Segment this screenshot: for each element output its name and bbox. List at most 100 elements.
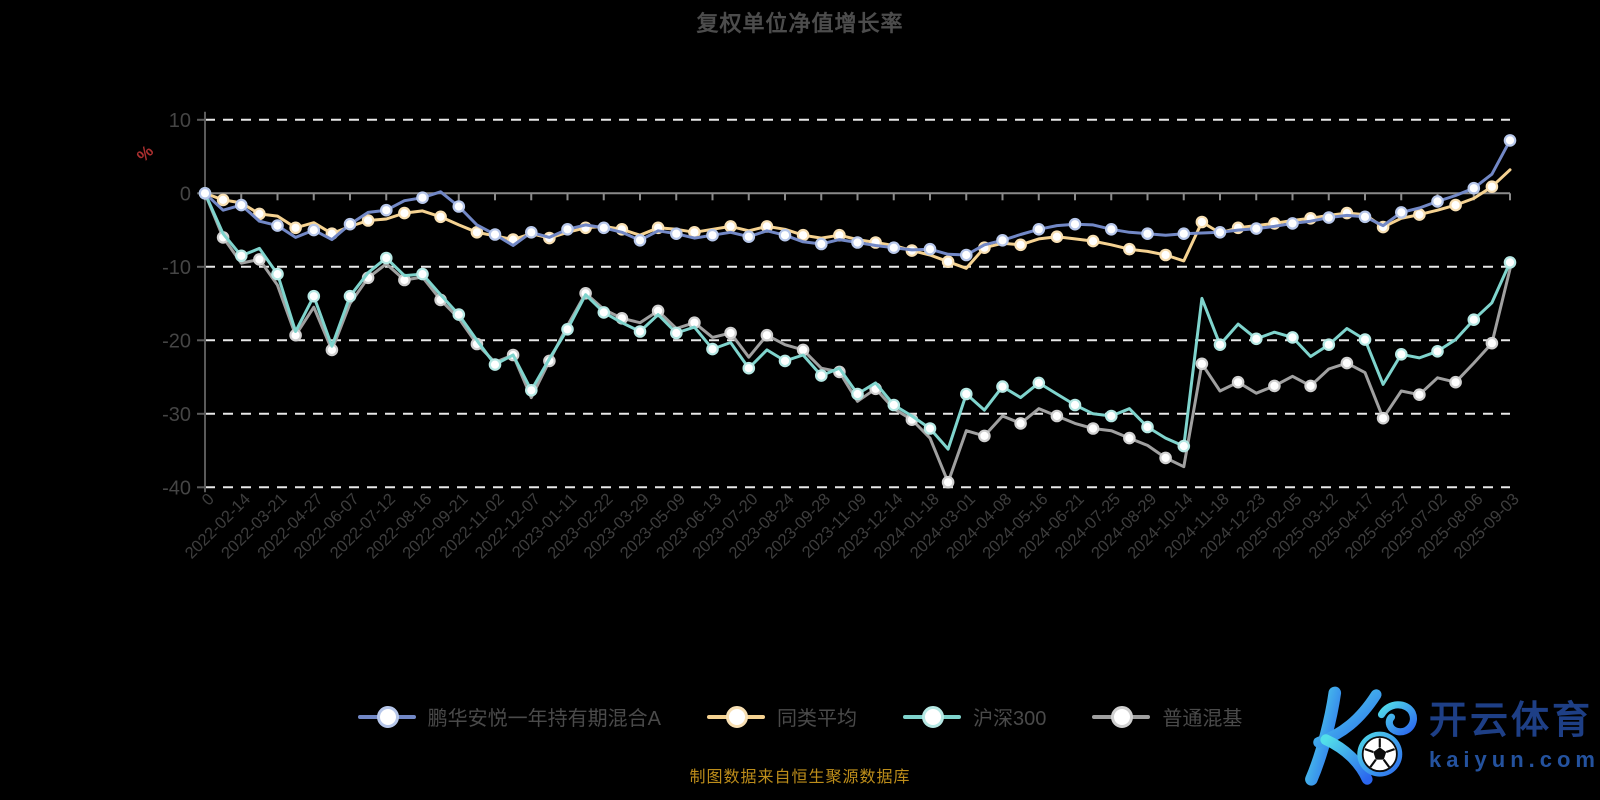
series-marker-0 bbox=[561, 223, 574, 236]
series-marker-2 bbox=[706, 342, 719, 356]
legend-label-fund: 鹏华安悦一年持有期混合A bbox=[427, 708, 661, 730]
series-marker-3 bbox=[1123, 431, 1136, 445]
brand-name-cn: 开云体育 bbox=[1428, 700, 1593, 743]
series-marker-0 bbox=[488, 228, 502, 241]
series-marker-0 bbox=[235, 198, 248, 212]
legend-item-csi300[interactable]: 沪深300 bbox=[902, 702, 1046, 731]
series-marker-1 bbox=[1159, 248, 1172, 262]
series-marker-0 bbox=[1177, 227, 1191, 240]
series-marker-1 bbox=[216, 193, 230, 207]
series-marker-2 bbox=[1250, 332, 1263, 346]
series-marker-3 bbox=[1195, 357, 1209, 371]
series-marker-2 bbox=[887, 398, 901, 412]
series-marker-1 bbox=[796, 228, 810, 242]
x-axis-label: 0 bbox=[199, 490, 218, 509]
series-marker-0 bbox=[706, 228, 719, 242]
series-marker-1 bbox=[1485, 180, 1499, 193]
series-marker-0 bbox=[416, 191, 429, 204]
y-axis-label: -30 bbox=[162, 404, 191, 426]
series-marker-0 bbox=[887, 241, 901, 254]
series-marker-2 bbox=[343, 289, 357, 303]
series-marker-1 bbox=[1195, 215, 1209, 229]
series-marker-0 bbox=[1141, 227, 1154, 240]
series-marker-0 bbox=[996, 234, 1009, 247]
series-marker-3 bbox=[1304, 379, 1317, 393]
series-marker-3 bbox=[1050, 409, 1064, 423]
legend-marker-mixed-funds-icon bbox=[1092, 705, 1151, 729]
series-marker-2 bbox=[1105, 409, 1118, 423]
series-marker-3 bbox=[760, 328, 774, 342]
series-marker-2 bbox=[271, 267, 284, 281]
series-marker-0 bbox=[1358, 210, 1372, 224]
series-marker-1 bbox=[1086, 234, 1100, 248]
series-marker-0 bbox=[669, 227, 683, 240]
series-marker-2 bbox=[1177, 439, 1191, 453]
series-marker-0 bbox=[1286, 217, 1299, 230]
series-marker-1 bbox=[434, 210, 447, 224]
series-marker-0 bbox=[307, 223, 321, 237]
data-source-caption: 制图数据来自恒生聚源数据库 bbox=[689, 769, 911, 786]
series-marker-2 bbox=[1467, 313, 1481, 326]
series-marker-3 bbox=[253, 253, 266, 266]
series-marker-0 bbox=[1467, 181, 1481, 195]
legend-marker-fund-icon bbox=[357, 705, 416, 729]
series-marker-2 bbox=[524, 383, 538, 397]
series-marker-3 bbox=[1376, 411, 1390, 425]
series-marker-0 bbox=[851, 236, 864, 249]
series-marker-2 bbox=[1395, 347, 1408, 361]
series-marker-2 bbox=[1141, 420, 1154, 434]
y-axis-label: -40 bbox=[162, 477, 191, 499]
legend-item-mixed-funds[interactable]: 普通混基 bbox=[1092, 702, 1242, 731]
series-marker-0 bbox=[923, 242, 937, 256]
series-marker-2 bbox=[633, 325, 647, 338]
y-axis-label: 10 bbox=[169, 110, 191, 132]
series-marker-3 bbox=[1413, 388, 1426, 401]
series-marker-2 bbox=[379, 251, 393, 265]
series-marker-2 bbox=[1322, 338, 1336, 351]
series-marker-2 bbox=[307, 289, 321, 303]
series-marker-0 bbox=[1105, 223, 1118, 236]
series-marker-1 bbox=[941, 255, 955, 268]
series-marker-3 bbox=[1014, 417, 1027, 430]
series-marker-0 bbox=[1213, 226, 1227, 239]
series-marker-2 bbox=[669, 326, 683, 340]
series-marker-3 bbox=[1086, 422, 1100, 435]
kaiyun-watermark: 开云体育 kaiyun.com bbox=[1288, 676, 1600, 798]
series-marker-0 bbox=[778, 228, 792, 242]
series-marker-3 bbox=[1340, 356, 1354, 370]
series-marker-1 bbox=[289, 221, 302, 235]
kaiyun-logo-icon bbox=[1305, 686, 1417, 786]
y-axis-label: -20 bbox=[162, 330, 191, 352]
legend-item-peer-average[interactable]: 同类平均 bbox=[706, 702, 857, 731]
series-marker-0 bbox=[1250, 222, 1263, 235]
series-line-2 bbox=[203, 191, 1512, 451]
series-marker-2 bbox=[488, 358, 502, 371]
legend-marker-peer-average-icon bbox=[706, 705, 765, 729]
series-marker-2 bbox=[416, 267, 429, 281]
legend-item-fund[interactable]: 鹏华安悦一年持有期混合A bbox=[357, 702, 661, 731]
series-marker-3 bbox=[978, 429, 991, 443]
series-marker-2 bbox=[851, 387, 864, 401]
series-marker-2 bbox=[235, 249, 248, 263]
legend-marker-csi300-icon bbox=[902, 705, 961, 729]
series-marker-2 bbox=[742, 361, 756, 375]
series-marker-0 bbox=[1431, 195, 1444, 208]
series-marker-0 bbox=[271, 219, 284, 232]
brand-domain: kaiyun.com bbox=[1428, 746, 1600, 772]
series-marker-1 bbox=[724, 220, 737, 233]
series-marker-0 bbox=[1395, 206, 1408, 219]
series-marker-1 bbox=[253, 207, 266, 221]
chart-legend: 鹏华安悦一年持有期混合A 同类平均 沪深300 普通混基 bbox=[0, 702, 1600, 731]
series-marker-1 bbox=[1413, 208, 1426, 221]
series-marker-0 bbox=[959, 248, 973, 262]
series-marker-0 bbox=[452, 200, 466, 213]
series-marker-2 bbox=[778, 354, 792, 368]
series-marker-2 bbox=[1431, 344, 1444, 358]
legend-label-peer-average: 同类平均 bbox=[776, 708, 857, 730]
series-marker-0 bbox=[343, 217, 357, 231]
series-marker-1 bbox=[1123, 242, 1136, 256]
series-marker-3 bbox=[1231, 375, 1245, 389]
series-marker-3 bbox=[1485, 336, 1499, 350]
